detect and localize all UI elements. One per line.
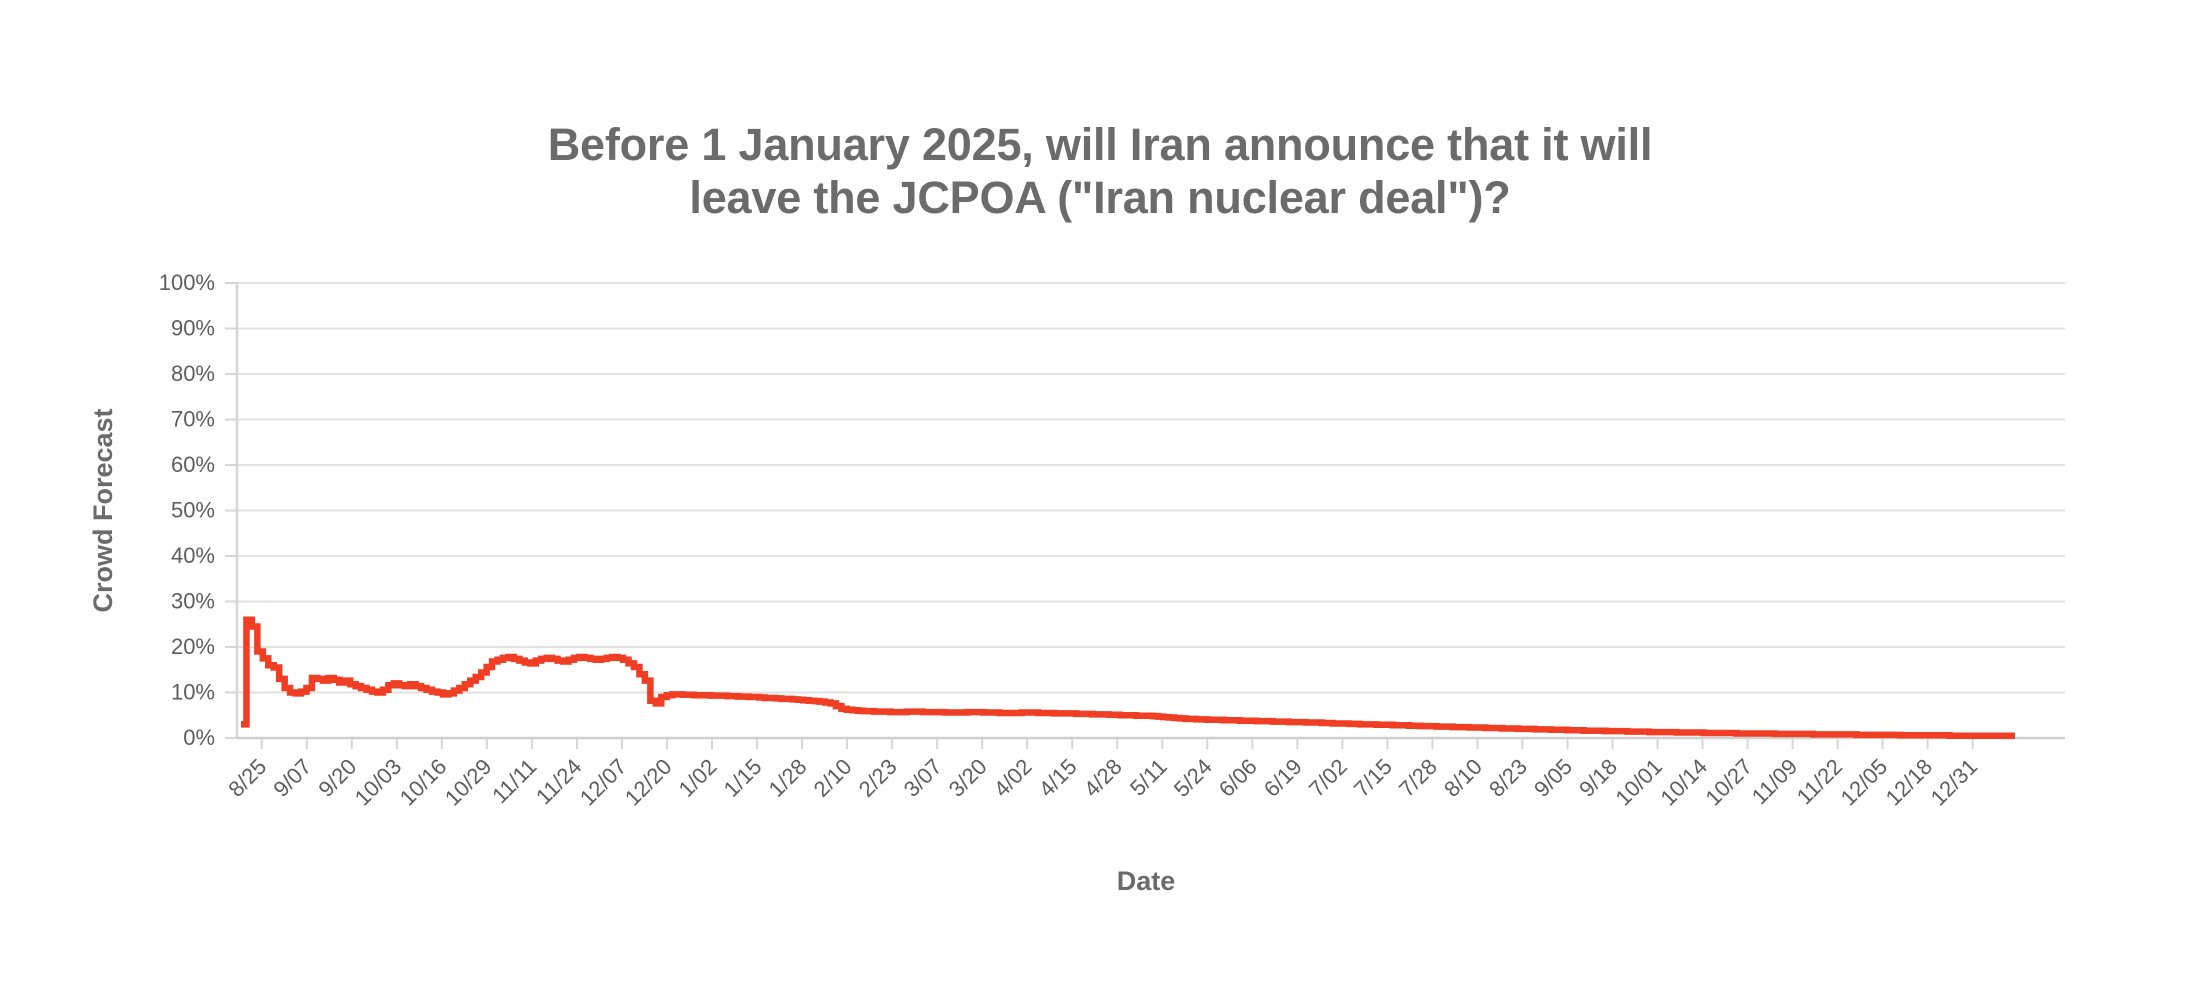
y-tick-marks-group <box>225 282 237 739</box>
x-tick-label: 11/22 <box>1792 754 1847 809</box>
x-tick-label: 9/05 <box>1529 754 1577 802</box>
chart-title-line-1: Before 1 January 2025, will Iran announc… <box>547 119 1653 170</box>
x-tick-label: 1/02 <box>674 754 722 802</box>
x-tick-label: 3/07 <box>899 754 947 802</box>
x-tick-label: 8/23 <box>1484 754 1532 802</box>
y-tick-label: 10% <box>171 679 215 704</box>
x-tick-label: 10/29 <box>440 754 497 811</box>
x-tick-label: 6/06 <box>1214 754 1262 802</box>
x-axis-title: Date <box>1117 866 1176 896</box>
gridlines-group <box>237 282 2065 740</box>
x-tick-label: 5/11 <box>1125 754 1172 801</box>
x-tick-label: 7/02 <box>1304 754 1352 802</box>
x-tick-label: 12/18 <box>1881 754 1938 811</box>
x-tick-label: 7/28 <box>1394 754 1442 802</box>
x-tick-label: 7/15 <box>1349 754 1397 802</box>
x-tick-label: 1/28 <box>764 754 812 802</box>
y-tick-label: 80% <box>171 361 215 386</box>
y-tick-label: 0% <box>183 725 215 750</box>
x-tick-label: 4/02 <box>989 754 1037 802</box>
crowd-forecast-line <box>241 616 2015 739</box>
x-tick-label: 10/14 <box>1655 754 1712 811</box>
x-axis-tick-labels: 8/259/079/2010/0310/1610/2911/1111/2412/… <box>223 754 1982 811</box>
y-axis-tick-labels: 0% 10% 20% 30% 40% 50% 60% 70% 80% 90% 100% <box>159 270 215 750</box>
x-tick-label: 1/15 <box>719 754 767 802</box>
x-tick-label: 12/31 <box>1926 754 1983 811</box>
y-tick-label: 70% <box>171 406 215 431</box>
y-tick-label: 20% <box>171 634 215 659</box>
y-tick-label: 100% <box>159 270 215 295</box>
x-tick-label: 4/28 <box>1079 754 1127 802</box>
x-tick-label: 4/15 <box>1034 754 1082 802</box>
x-tick-label: 12/05 <box>1836 754 1893 811</box>
y-tick-label: 40% <box>171 543 215 568</box>
y-axis-title: Crowd Forecast <box>88 408 118 612</box>
x-tick-label: 12/07 <box>575 754 632 811</box>
x-tick-label: 11/11 <box>487 754 541 808</box>
chart-title: Before 1 January 2025, will Iran announc… <box>310 118 1890 224</box>
x-tick-label: 6/19 <box>1259 754 1307 802</box>
y-tick-label: 30% <box>171 588 215 613</box>
x-tick-label: 11/09 <box>1747 754 1802 809</box>
x-tick-label: 12/20 <box>620 754 677 811</box>
x-tick-label: 2/10 <box>809 754 857 802</box>
x-tick-label: 10/01 <box>1610 754 1667 811</box>
x-tick-label: 5/24 <box>1169 754 1217 802</box>
x-tick-label: 8/10 <box>1439 754 1487 802</box>
x-tick-label: 10/16 <box>395 754 452 811</box>
y-tick-label: 90% <box>171 315 215 340</box>
x-tick-label: 9/07 <box>268 754 316 802</box>
x-tick-label: 11/24 <box>531 754 586 809</box>
x-tick-label: 2/23 <box>854 754 902 802</box>
y-tick-label: 60% <box>171 452 215 477</box>
x-tick-label: 10/03 <box>350 754 407 811</box>
chart-title-line-2: leave the JCPOA ("Iran nuclear deal")? <box>689 172 1511 224</box>
y-tick-label: 50% <box>171 497 215 522</box>
x-tick-label: 10/27 <box>1700 754 1757 811</box>
x-tick-label: 8/25 <box>223 754 271 802</box>
x-tick-marks-group <box>260 738 1974 749</box>
x-tick-label: 3/20 <box>944 754 992 802</box>
